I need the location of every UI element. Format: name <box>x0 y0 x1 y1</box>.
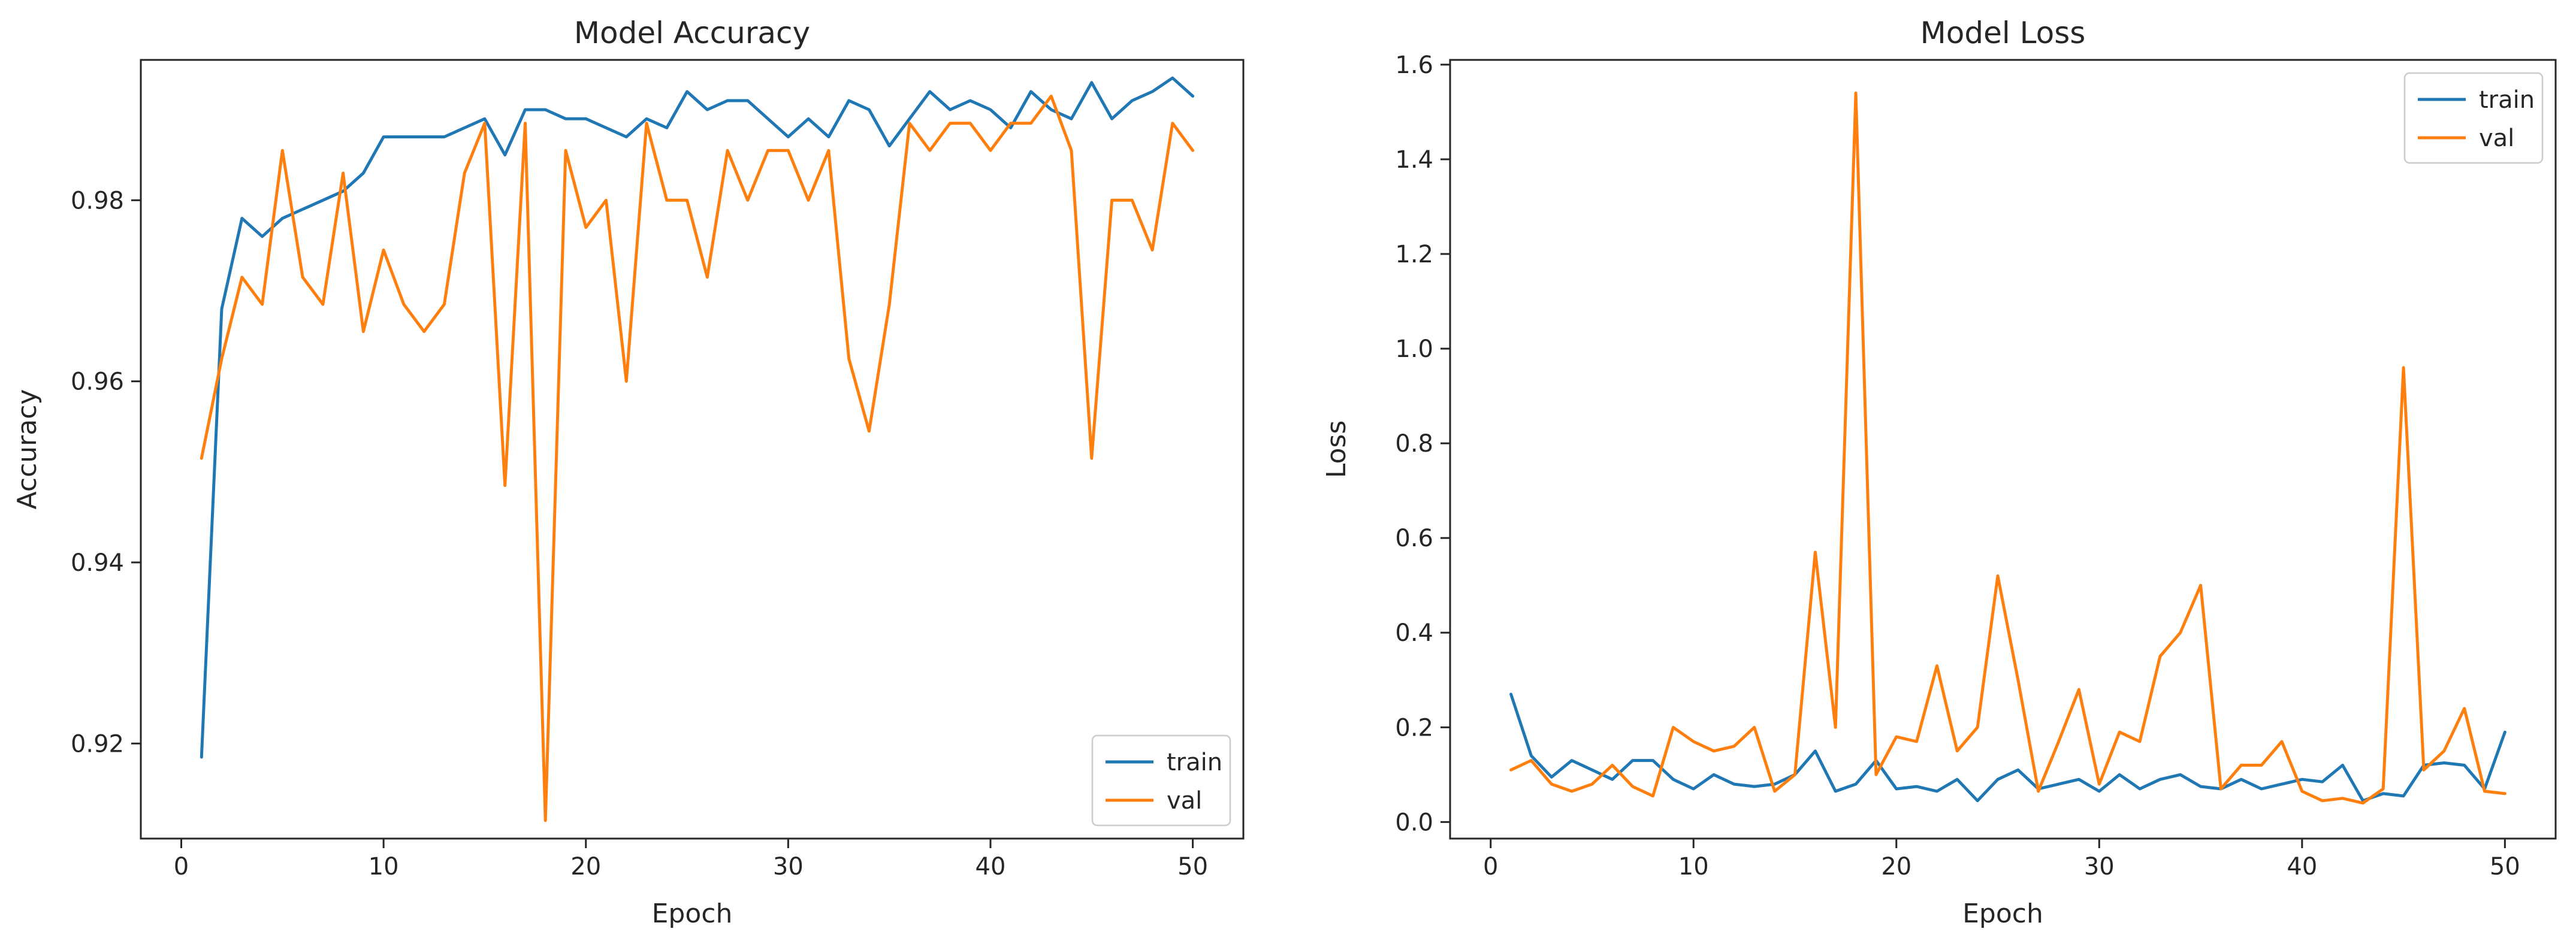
loss-y-axis-label: Loss <box>1321 420 1352 479</box>
accuracy-plot-frame <box>140 59 1245 840</box>
accuracy-legend: train val <box>1091 734 1231 827</box>
loss-x-tick-label: 10 <box>1678 853 1709 881</box>
loss-x-tick-label: 50 <box>2490 853 2520 881</box>
loss-subplot: Model Loss Epoch Loss train val 0 10 20 30 4… <box>1321 16 2557 929</box>
loss-series-line-val <box>1509 91 2506 805</box>
accuracy-series-line-train <box>200 76 1195 759</box>
loss-y-tick-label: 0.2 <box>1395 714 1433 742</box>
accuracy-x-tick-label: 0 <box>174 853 189 881</box>
accuracy-y-axis-label: Accuracy <box>12 389 43 510</box>
loss-series-line-train <box>1509 692 2506 803</box>
accuracy-x-tick-label: 50 <box>1177 853 1208 881</box>
accuracy-subplot: Model Accuracy Epoch Accuracy train val … <box>12 16 1245 929</box>
accuracy-x-tick-label: 10 <box>369 853 399 881</box>
loss-y-tick-label: 1.6 <box>1395 52 1433 79</box>
loss-legend-box <box>2403 72 2544 164</box>
loss-chart-title: Model Loss <box>1920 16 2086 50</box>
loss-x-tick-label: 0 <box>1483 853 1498 881</box>
loss-y-tick-label: 0.0 <box>1395 809 1433 836</box>
loss-series-lines <box>1509 91 2506 805</box>
accuracy-legend-label-val: val <box>1167 787 1202 815</box>
accuracy-y-tick-label: 0.94 <box>71 549 124 577</box>
accuracy-y-tick-label: 0.96 <box>71 368 124 396</box>
accuracy-x-tick-label: 30 <box>773 853 804 881</box>
accuracy-legend-box <box>1091 734 1231 827</box>
loss-y-tick-label: 1.4 <box>1395 146 1433 174</box>
loss-legend-label-train: train <box>2479 86 2535 114</box>
accuracy-y-tick-label: 0.92 <box>71 730 124 758</box>
loss-x-axis-label: Epoch <box>1962 898 2043 929</box>
accuracy-legend-label-train: train <box>1167 749 1222 776</box>
loss-y-tick-label: 0.6 <box>1395 525 1433 552</box>
loss-legend: train val <box>2403 72 2544 164</box>
accuracy-chart-title: Model Accuracy <box>574 16 810 50</box>
loss-plot-frame <box>1449 59 2557 840</box>
accuracy-x-tick-label: 20 <box>570 853 601 881</box>
loss-x-tick-label: 30 <box>2084 853 2115 881</box>
accuracy-series-lines <box>200 76 1195 822</box>
accuracy-series-line-val <box>200 95 1195 822</box>
loss-x-tick-label: 20 <box>1881 853 1911 881</box>
loss-y-tick-label: 1.0 <box>1395 335 1433 363</box>
loss-x-tick-label: 40 <box>2287 853 2317 881</box>
accuracy-x-axis-label: Epoch <box>652 898 733 929</box>
accuracy-x-tick-label: 40 <box>976 853 1006 881</box>
loss-y-tick-label: 0.4 <box>1395 619 1433 647</box>
accuracy-y-tick-label: 0.98 <box>71 187 124 214</box>
loss-y-tick-label: 0.8 <box>1395 430 1433 458</box>
loss-legend-label-val: val <box>2479 125 2514 152</box>
loss-y-tick-label: 1.2 <box>1395 241 1433 268</box>
